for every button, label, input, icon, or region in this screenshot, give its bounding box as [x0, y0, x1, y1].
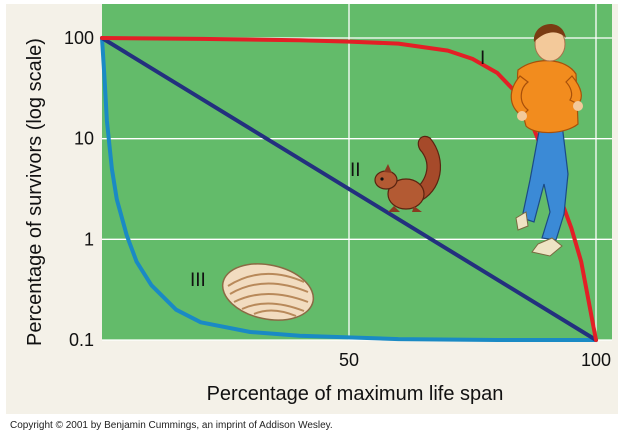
series-line-iii	[100, 36, 598, 342]
x-axis-title: Percentage of maximum life span	[207, 383, 504, 405]
x-tick-label-50: 50	[339, 350, 359, 370]
figure-panel: 100 10 1 0.1 50 100 I II III Percentage of ma…	[6, 4, 618, 414]
series-line-ii	[100, 36, 598, 342]
squirrel-illustration	[374, 135, 442, 212]
plot-area	[102, 4, 612, 340]
oyster-illustration	[221, 263, 315, 321]
y-tick-label-0.1: 0.1	[69, 330, 94, 350]
y-axis-title: Percentage of survivors (log scale)	[24, 38, 46, 346]
survivorship-chart: 100 10 1 0.1 50 100 I II III Percentage of ma…	[24, 4, 612, 405]
running-man-illustration	[510, 24, 583, 257]
y-tick-label-100: 100	[64, 28, 94, 48]
y-tick-label-1: 1	[84, 229, 94, 249]
x-tick-label-100: 100	[581, 350, 611, 370]
tick-labels: 100 10 1 0.1 50 100	[64, 28, 611, 370]
curve-label-ii: II	[350, 160, 361, 181]
curve-label-iii: III	[190, 270, 206, 291]
copyright-notice: Copyright © 2001 by Benjamin Cummings, a…	[10, 420, 333, 431]
y-tick-label-10: 10	[74, 129, 94, 149]
curve-label-i: I	[480, 48, 485, 69]
series-layer	[100, 36, 598, 342]
series-line-i	[100, 36, 598, 342]
